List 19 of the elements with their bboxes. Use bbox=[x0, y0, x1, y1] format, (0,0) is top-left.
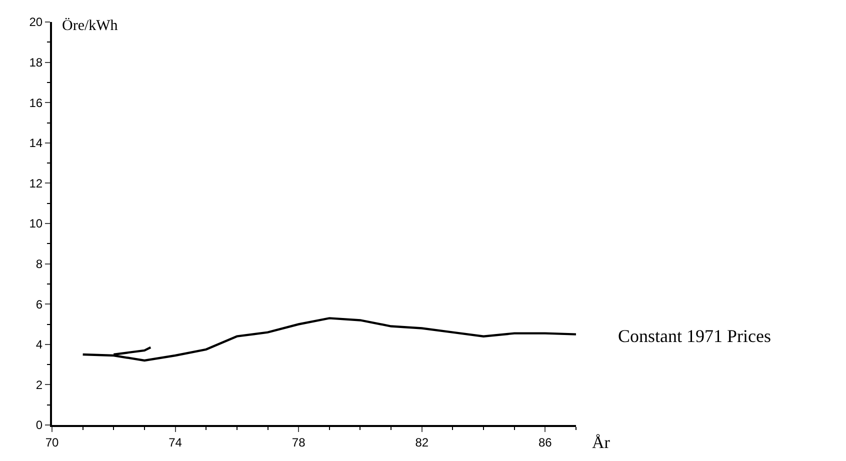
x-axis-title: År bbox=[592, 433, 610, 452]
y-tick-label: 20 bbox=[29, 15, 43, 30]
text: Constant 1971 Prices bbox=[618, 326, 771, 346]
x-tick-label: 74 bbox=[168, 435, 182, 450]
y-tick-label: 6 bbox=[36, 297, 43, 312]
y-tick-label: 14 bbox=[29, 136, 43, 150]
y-tick-label: 16 bbox=[29, 96, 43, 110]
y-tick-label: 0 bbox=[36, 418, 43, 432]
x-tick-label: 70 bbox=[45, 435, 59, 450]
y-tick-label: 2 bbox=[36, 378, 43, 392]
y-tick-label: 18 bbox=[29, 56, 43, 70]
y-tick-label: 8 bbox=[36, 257, 43, 271]
y-tick-label: 12 bbox=[29, 176, 43, 190]
x-tick-label: 86 bbox=[538, 435, 552, 450]
y-tick-label: 10 bbox=[29, 216, 43, 231]
y-tick-label: 4 bbox=[36, 338, 43, 352]
y-axis-title: Öre/kWh bbox=[62, 17, 118, 34]
x-tick-label: 82 bbox=[415, 435, 429, 450]
x-tick-label: 78 bbox=[292, 435, 306, 450]
